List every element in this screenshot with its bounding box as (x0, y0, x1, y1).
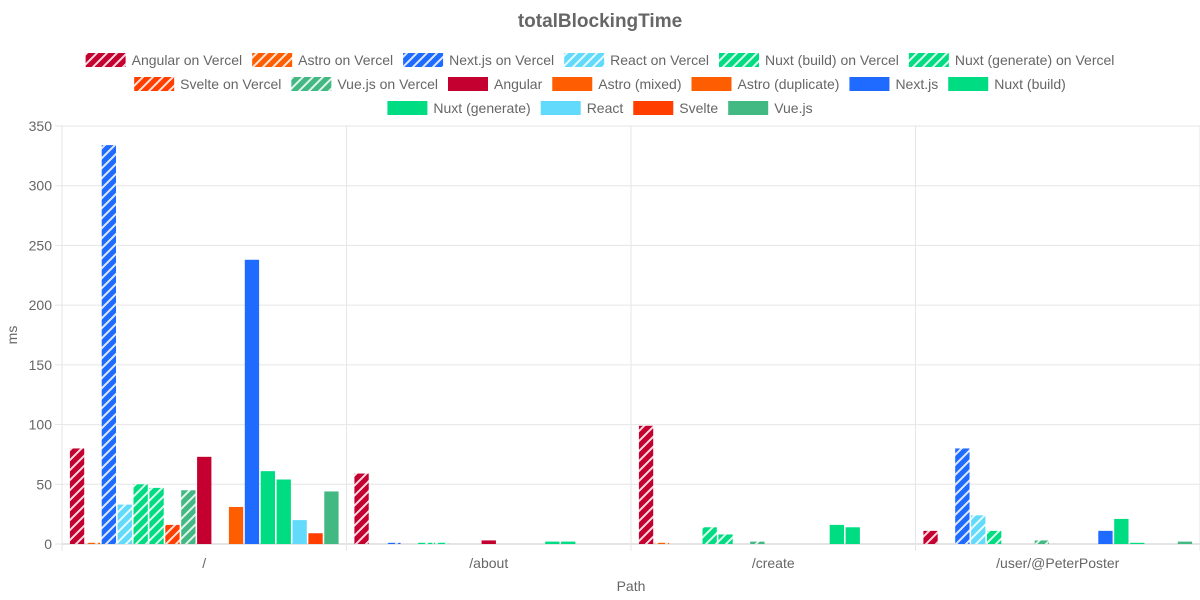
legend-swatch-angular (448, 77, 488, 91)
bar-angular-on-vercel-root (69, 448, 85, 544)
legend-label-nuxt-build[interactable]: Nuxt (build) (994, 76, 1066, 92)
y-tick-label: 150 (29, 357, 53, 373)
legend-label-vue-js[interactable]: Vue.js (774, 100, 812, 116)
legend-swatch-angular-on-vercel (85, 53, 126, 67)
bars (69, 145, 1193, 544)
bar-nuxt-generate-user-peterposter (1130, 542, 1145, 544)
legend-swatch-svelte (633, 101, 674, 115)
x-tick-label: /about (469, 555, 508, 571)
legend-label-angular[interactable]: Angular (494, 76, 543, 92)
x-tick-label: / (202, 555, 206, 571)
legend-label-svelte-on-vercel[interactable]: Svelte on Vercel (180, 76, 281, 92)
bar-nuxt-build-root (260, 471, 275, 544)
bar-nuxt-build-on-vercel-user-peterposter (987, 530, 1002, 544)
chart-title: totalBlockingTime (518, 11, 682, 32)
bar-angular-on-vercel-user-peterposter (923, 530, 938, 544)
y-tick-label: 50 (36, 476, 52, 492)
bar-astro-on-vercel-create (654, 542, 670, 544)
legend-swatch-next-js-on-vercel (403, 53, 444, 67)
legend-label-next-js-on-vercel[interactable]: Next.js on Vercel (449, 52, 554, 68)
legend-swatch-astro-on-vercel (252, 53, 293, 67)
legend-swatch-react-on-vercel (564, 53, 605, 67)
bar-next-js-user-peterposter (1098, 530, 1113, 544)
bar-next-js-root (244, 259, 260, 544)
legend-swatch-astro-duplicate (691, 77, 732, 91)
legend-label-next-js[interactable]: Next.js (895, 76, 938, 92)
legend-swatch-nuxt-generate (387, 101, 428, 115)
legend-label-svelte[interactable]: Svelte (679, 100, 718, 116)
bar-svelte-on-vercel-root (165, 524, 180, 544)
bar-angular-on-vercel-create (638, 425, 654, 544)
legend-label-astro-mixed[interactable]: Astro (mixed) (598, 76, 681, 92)
bar-vue-js-on-vercel-user-peterposter (1034, 540, 1050, 544)
bar-nuxt-generate-create (845, 527, 860, 544)
y-tick-label: 0 (44, 536, 52, 552)
x-tick-label: /create (752, 555, 795, 571)
bar-react-root (292, 520, 307, 544)
bar-next-js-on-vercel-root (101, 145, 117, 544)
bar-next-js-on-vercel-user-peterposter (955, 448, 970, 544)
y-axis: 0 50 100 150 200 250 300 350 (29, 118, 62, 552)
legend-swatch-vue-js-on-vercel (291, 77, 332, 91)
legend-label-react-on-vercel[interactable]: React on Vercel (610, 52, 709, 68)
bar-nuxt-generate-about (561, 541, 576, 544)
bar-vue-js-root (324, 491, 339, 544)
legend-swatch-nuxt-generate-on-vercel (908, 53, 949, 67)
y-tick-label: 300 (29, 178, 53, 194)
y-axis-title: ms (4, 326, 20, 345)
bar-angular-on-vercel-about (354, 473, 369, 544)
legend-label-react[interactable]: React (587, 100, 624, 116)
grid (61, 125, 1200, 545)
bar-nuxt-generate-on-vercel-root (149, 487, 164, 544)
x-axis-title: Path (617, 578, 646, 594)
bar-nuxt-build-on-vercel-about (418, 542, 433, 544)
legend-label-astro-on-vercel[interactable]: Astro on Vercel (298, 52, 393, 68)
bar-nuxt-build-on-vercel-root (133, 484, 148, 544)
legend-swatch-svelte-on-vercel (134, 77, 175, 91)
y-tick-label: 250 (29, 237, 53, 253)
legend-label-nuxt-build-on-vercel[interactable]: Nuxt (build) on Vercel (765, 52, 899, 68)
y-tick-label: 350 (29, 118, 53, 134)
legend-swatch-nuxt-build-on-vercel (719, 53, 759, 67)
bar-nuxt-build-on-vercel-create (702, 527, 717, 544)
legend-swatch-next-js (849, 77, 890, 91)
legend-label-angular-on-vercel[interactable]: Angular on Vercel (132, 52, 243, 68)
legend-swatch-vue-js (728, 101, 769, 115)
bar-vue-js-user-peterposter (1177, 541, 1193, 544)
x-tick-label: /user/@PeterPoster (996, 555, 1119, 571)
bar-angular-root (197, 456, 212, 544)
bar-astro-on-vercel-root (85, 542, 101, 544)
bar-nuxt-generate-on-vercel-about (433, 542, 449, 544)
y-tick-label: 100 (29, 417, 53, 433)
legend-label-nuxt-generate-on-vercel[interactable]: Nuxt (generate) on Vercel (955, 52, 1115, 68)
x-axis: / /about/create/user/@PeterPoster (61, 544, 1200, 571)
bar-react-on-vercel-user-peterposter (971, 515, 986, 544)
bar-nuxt-generate-root (276, 479, 291, 544)
bar-next-js-on-vercel-about (386, 542, 401, 544)
legend-label-vue-js-on-vercel[interactable]: Vue.js on Vercel (337, 76, 438, 92)
legend-swatch-react (540, 101, 581, 115)
legend: Angular on Vercel Astro on Vercel Next.js … (85, 52, 1115, 116)
y-tick-label: 200 (29, 297, 53, 313)
bar-react-on-vercel-root (117, 504, 132, 544)
bar-astro-duplicate-root (228, 506, 244, 544)
bar-nuxt-build-about (545, 541, 560, 544)
bar-svelte-root (308, 533, 323, 544)
bar-vue-js-on-vercel-create (750, 541, 765, 544)
bar-nuxt-build-user-peterposter (1114, 518, 1129, 544)
bar-nuxt-build-create (829, 524, 844, 544)
legend-swatch-astro-mixed (552, 77, 593, 91)
legend-label-nuxt-generate[interactable]: Nuxt (generate) (433, 100, 530, 116)
legend-label-astro-duplicate[interactable]: Astro (duplicate) (738, 76, 840, 92)
bar-angular-about (481, 540, 496, 544)
bar-vue-js-on-vercel-root (181, 490, 196, 544)
legend-swatch-nuxt-build (948, 77, 989, 91)
bar-nuxt-generate-on-vercel-create (718, 534, 733, 544)
